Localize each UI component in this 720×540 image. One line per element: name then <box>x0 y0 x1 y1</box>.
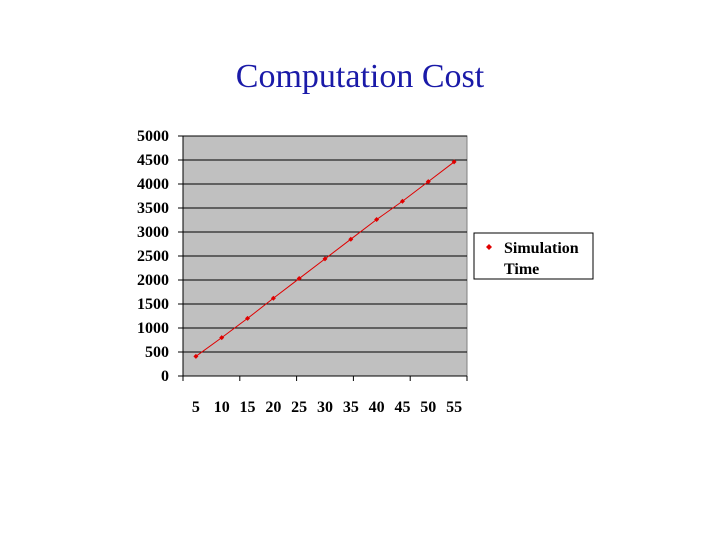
x-tick-label: 50 <box>420 399 436 416</box>
y-tick-label: 4500 <box>137 152 169 169</box>
y-tick-label: 4000 <box>137 176 169 193</box>
x-tick-label: 30 <box>317 399 333 416</box>
data-point <box>425 179 431 185</box>
y-tick-label: 2000 <box>137 272 169 289</box>
data-point <box>348 236 354 242</box>
data-point <box>219 335 225 341</box>
legend-box <box>473 232 594 280</box>
x-axis-ticks: 5 10 15 20 25 30 35 40 45 50 55 <box>192 399 462 416</box>
data-point <box>296 276 302 282</box>
x-tick-label: 40 <box>369 399 385 416</box>
legend-label-line2: Time <box>504 261 539 278</box>
y-tick-label: 500 <box>145 344 169 361</box>
x-tick-label: 20 <box>265 399 281 416</box>
y-tick-label: 5000 <box>137 128 169 145</box>
series-group <box>193 159 457 359</box>
x-tick-label: 10 <box>214 399 230 416</box>
y-tick-label: 3500 <box>137 200 169 217</box>
slide-title: Computation Cost <box>235 58 485 95</box>
x-tick-label: 45 <box>394 399 410 416</box>
data-point <box>245 315 251 321</box>
x-tick-label: 15 <box>240 399 256 416</box>
y-tick-label: 2500 <box>137 248 169 265</box>
data-point <box>451 159 457 165</box>
axes <box>178 135 468 381</box>
data-point <box>270 295 276 301</box>
legend-label-line1: Simulation <box>504 240 579 257</box>
x-tick-label: 25 <box>291 399 307 416</box>
x-tick-label: 55 <box>446 399 462 416</box>
y-tick-label: 1000 <box>137 320 169 337</box>
y-tick-label: 0 <box>161 368 169 385</box>
x-tick-label: 35 <box>343 399 359 416</box>
legend-marker-icon <box>486 244 492 250</box>
data-point <box>399 198 405 204</box>
gridlines <box>183 135 467 353</box>
y-tick-label: 1500 <box>137 296 169 313</box>
data-point <box>322 256 328 262</box>
data-point <box>374 217 380 223</box>
y-tick-label: 3000 <box>137 224 169 241</box>
data-point <box>193 353 199 359</box>
x-tick-label: 5 <box>192 399 200 416</box>
legend: Simulation Time <box>473 232 594 280</box>
